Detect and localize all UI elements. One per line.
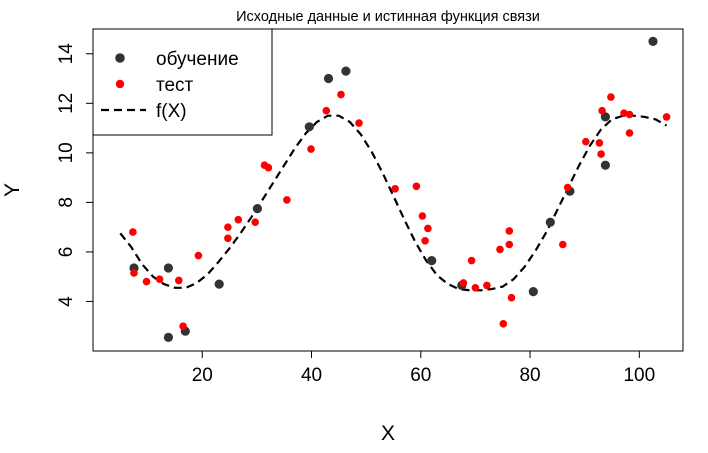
test-point [129,228,137,236]
test-point [251,218,259,226]
legend-train-swatch [115,53,125,63]
test-point [155,275,164,284]
test-point [412,182,421,191]
y-tick-label: 10 [56,142,77,163]
train-point [163,263,173,273]
test-point [337,90,345,99]
test-point [307,145,315,153]
y-axis-title: Y [1,183,24,197]
test-point [595,139,604,147]
train-point [427,256,437,266]
train-point [252,204,262,214]
train-point [600,112,611,122]
x-axis-title: X [381,422,395,445]
legend: обучение тест f(X) [92,28,273,136]
y-tick-label: 6 [56,247,77,258]
test-point [598,106,606,115]
test-point [322,106,331,115]
test-point [625,110,634,119]
test-point [496,245,504,254]
train-point [323,73,334,84]
train-point [341,66,351,76]
test-point [582,137,590,146]
y-tick-label: 12 [56,93,77,114]
legend-test-swatch [115,79,125,89]
test-point [505,240,514,249]
test-point [499,320,508,328]
x-tick-label: 40 [301,365,322,386]
x-tick-label: 100 [623,365,655,386]
train-point [304,122,314,132]
test-point [175,276,183,285]
test-point [142,277,151,286]
test-point [194,251,203,260]
test-point [224,223,232,231]
chart-title: Исходные данные и истинная функция связи [236,9,540,25]
test-point [563,183,572,192]
train-point [163,332,173,342]
test-point [421,237,429,245]
test-point [283,196,291,204]
test-point [130,269,138,277]
y-tick-label: 14 [56,43,77,65]
test-point [418,212,427,220]
test-point [459,279,468,287]
y-tick-label: 8 [56,197,77,208]
train-point [528,287,538,297]
test-point [179,322,187,331]
test-point [507,293,516,302]
test-point [505,227,514,235]
test-point [234,215,243,224]
train-point [214,279,224,289]
test-point [662,113,671,121]
test-point [559,240,567,249]
x-tick-label: 80 [519,365,540,386]
data-points-layer [129,36,671,342]
train-point [600,160,611,170]
train-point [545,217,555,227]
test-point [625,129,634,137]
legend-label: обучение [156,49,239,70]
test-point [483,281,491,290]
test-point [424,224,432,233]
test-point [607,93,615,101]
test-point [471,284,480,292]
legend-label: тест [156,75,194,96]
true-function-line [119,114,668,292]
x-tick-label: 20 [192,365,213,386]
legend-label: f(X) [156,101,187,122]
x-tick-label: 60 [410,365,431,386]
test-point [264,163,273,172]
true-function-layer [119,114,668,292]
test-point [467,256,476,265]
test-point [224,234,232,243]
test-point [391,185,399,193]
test-point [355,119,363,127]
y-tick-label: 4 [56,296,77,307]
x-axis: 20 40 60 80 100 [192,350,655,386]
test-point [597,150,605,158]
y-axis: 4 6 8 10 12 14 [56,43,94,307]
train-point [648,36,658,47]
